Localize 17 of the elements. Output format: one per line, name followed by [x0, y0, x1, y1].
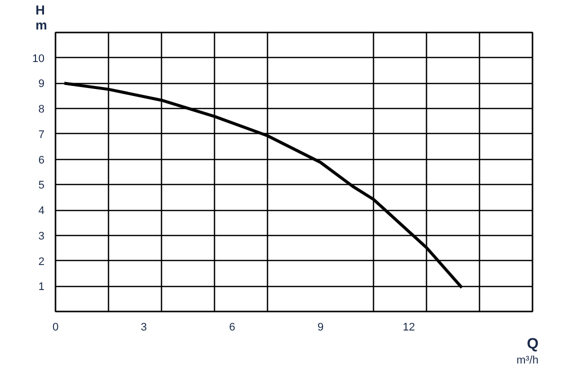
- x-axis-title: Q m³/h: [516, 336, 539, 366]
- y-tick-label: 9: [38, 78, 45, 90]
- x-tick-label: 0: [52, 322, 59, 334]
- x-tick-label: 9: [317, 322, 324, 334]
- y-tick-label: 6: [38, 154, 45, 166]
- y-tick-label: 1: [38, 281, 45, 294]
- x-tick-label: 3: [140, 322, 147, 334]
- y-axis-title: H m: [36, 2, 48, 32]
- y-tick-label: 7: [38, 128, 45, 141]
- y-tick-label: 2: [38, 256, 45, 268]
- x-tick-label: 6: [229, 322, 236, 334]
- y-tick-label: 10: [32, 52, 45, 65]
- y-tick-label: 3: [38, 230, 45, 242]
- y-tick-label: 8: [38, 104, 45, 116]
- y-tick-label: 5: [38, 180, 45, 192]
- y-tick-label: 4: [38, 205, 45, 218]
- x-tick-label: 12: [402, 322, 415, 334]
